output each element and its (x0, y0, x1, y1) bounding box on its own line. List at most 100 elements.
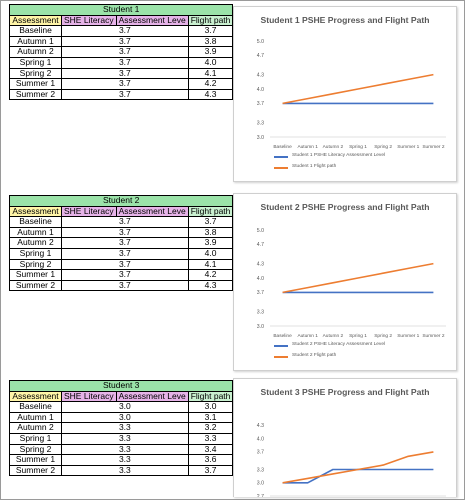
assessment-level-cell: 3.7 (61, 56, 189, 69)
flight-path-cell: 4.3 (187, 279, 234, 292)
table-row: Baseline 3.0 3.0 (9, 401, 234, 413)
table-title: Student 1 (8, 4, 234, 16)
y-tick-label: 3.7 (257, 450, 264, 456)
y-tick-label: 3.3 (257, 309, 264, 315)
table-title: Student 3 (8, 380, 234, 392)
table-row: Spring 1 3.7 4.0 (9, 56, 234, 69)
assessment-level-cell: 3.7 (61, 35, 189, 48)
x-tick-label: Autumn 2 (323, 333, 344, 339)
student-3-table: Student 3 Assessment SHE Literacy Assess… (8, 380, 234, 477)
row-label: Autumn 1 (9, 411, 62, 424)
header-literacy: SHE Literacy (61, 390, 117, 403)
flight-path-cell: 3.2 (187, 422, 234, 434)
assessment-level-cell: 3.0 (61, 401, 189, 413)
y-tick-label: 4.3 (257, 423, 264, 429)
flight-path-cell: 3.7 (187, 216, 234, 228)
flight-path-cell: 4.0 (187, 247, 234, 260)
assessment-level-cell: 3.7 (61, 88, 189, 101)
table-row: Autumn 2 3.7 3.9 (9, 46, 234, 58)
flight-path-cell: 3.4 (187, 443, 234, 456)
chart-title: Student 3 PSHE Progress and Flight Path (260, 387, 430, 397)
x-tick-label: Baseline (273, 333, 292, 339)
assessment-level-cell: 3.3 (61, 432, 189, 445)
y-tick-label: 4.3 (257, 72, 264, 78)
flight-path-cell: 4.1 (187, 258, 234, 271)
header-flight-path: Flight path (187, 205, 234, 218)
legend-label: Student 1 PSHE Literacy Assessment Level (292, 153, 386, 158)
x-tick-label: Baseline (273, 144, 292, 150)
table-row: Autumn 1 3.0 3.1 (9, 411, 234, 424)
table-row: Spring 2 3.7 4.1 (9, 67, 234, 80)
assessment-level-cell: 3.0 (61, 411, 189, 424)
header-assessment-level: Assessment Leve (115, 205, 189, 218)
flight-path-cell: 3.7 (187, 25, 234, 37)
assessment-level-cell: 3.7 (61, 78, 189, 90)
table-row: Summer 1 3.7 4.2 (9, 269, 234, 281)
x-tick-label: Spring 1 (349, 333, 367, 339)
row-label: Autumn 1 (9, 35, 62, 48)
y-tick-label: 3.3 (257, 120, 264, 126)
chart-title: Student 1 PSHE Progress and Flight Path (260, 15, 430, 25)
x-tick-label: Spring 2 (374, 333, 392, 339)
table-row: Spring 1 3.7 4.0 (9, 247, 234, 260)
y-tick-label: 4.0 (257, 436, 264, 442)
legend-swatch-blue (274, 345, 288, 347)
row-label: Summer 1 (9, 78, 62, 90)
legend-swatch-orange (274, 356, 288, 358)
flight-path-cell: 4.2 (187, 269, 234, 281)
row-label: Spring 2 (9, 67, 62, 80)
header-assessment-level: Assessment Leve (115, 14, 189, 27)
student-2-chart: Student 2 PSHE Progress and Flight Path … (233, 193, 457, 371)
flight-path-cell: 3.8 (187, 35, 234, 48)
assessment-level-cell: 3.7 (61, 46, 189, 58)
flight-path-cell: 4.3 (187, 88, 234, 101)
chart-title: Student 2 PSHE Progress and Flight Path (260, 202, 430, 212)
student-3-chart: Student 3 PSHE Progress and Flight Path … (233, 378, 457, 497)
table-row: Spring 2 3.3 3.4 (9, 443, 234, 456)
row-label: Spring 2 (9, 443, 62, 456)
y-tick-label: 4.0 (257, 276, 264, 282)
table-row: Baseline 3.7 3.7 (9, 216, 234, 228)
legend-label: Student 2 PSHE Literacy Assessment Level (292, 342, 386, 347)
series-line-flight-path (282, 73, 434, 105)
flight-path-cell: 4.2 (187, 78, 234, 90)
table-row: Spring 1 3.3 3.3 (9, 432, 234, 445)
y-tick-label: 5.0 (257, 39, 264, 45)
y-tick-label: 3.7 (257, 290, 264, 296)
assessment-level-cell: 3.7 (61, 269, 189, 281)
legend-swatch-orange (274, 167, 288, 169)
table-row: Summer 1 3.3 3.6 (9, 454, 234, 466)
flight-path-cell: 3.9 (187, 237, 234, 249)
y-tick-label: 4.3 (257, 261, 264, 267)
row-label: Autumn 2 (9, 237, 62, 249)
y-tick-label: 5.0 (257, 228, 264, 234)
y-tick-label: 3.0 (257, 135, 264, 141)
table-row: Autumn 1 3.7 3.8 (9, 226, 234, 239)
header-assessment: Assessment (9, 205, 62, 218)
assessment-level-cell: 3.7 (61, 67, 189, 80)
legend-label: Student 1 Flight path (292, 164, 337, 169)
row-label: Spring 1 (9, 247, 62, 260)
y-tick-label: 3.0 (257, 481, 264, 487)
row-label: Baseline (9, 401, 62, 413)
legend-label: Student 2 Flight path (292, 353, 337, 358)
y-tick-label: 4.0 (257, 87, 264, 93)
x-tick-label: Autumn 2 (323, 144, 344, 150)
header-literacy: SHE Literacy (61, 205, 117, 218)
y-tick-label: 4.7 (257, 53, 264, 59)
header-assessment: Assessment (9, 390, 62, 403)
x-tick-label: Autumn 1 (297, 144, 318, 150)
header-flight-path: Flight path (187, 14, 234, 27)
row-label: Summer 2 (9, 279, 62, 292)
flight-path-cell: 3.1 (187, 411, 234, 424)
y-tick-label: 2.7 (257, 494, 264, 497)
x-tick-label: Spring 2 (374, 144, 392, 150)
y-tick-label: 3.3 (257, 467, 264, 473)
series-line-flight-path (282, 451, 434, 484)
row-label: Summer 2 (9, 88, 62, 101)
assessment-level-cell: 3.3 (61, 464, 189, 477)
flight-path-cell: 3.6 (187, 454, 234, 466)
table-row: Autumn 2 3.3 3.2 (9, 422, 234, 434)
table-row: Summer 2 3.7 4.3 (9, 88, 234, 101)
y-tick-label: 3.7 (257, 101, 264, 107)
